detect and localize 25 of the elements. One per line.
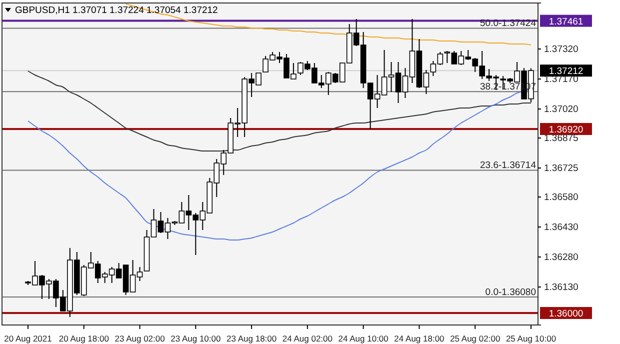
- annotation: 23.6-1.36714: [480, 160, 536, 172]
- annotation: 0.0-1.36080: [485, 287, 536, 298]
- chart-title: GBPUSD,H1 1.37071 1.37224 1.37054 1.37212: [15, 5, 218, 16]
- y-tick-label: 1.37320: [544, 44, 578, 56]
- x-tick-label: 23 Aug 02:00: [114, 333, 166, 344]
- y-tick-label: 1.36130: [544, 282, 578, 294]
- x-tick-label: 24 Aug 10:00: [338, 333, 389, 344]
- x-tick-label: 24 Aug 02:00: [282, 333, 333, 344]
- x-tick-label: 23 Aug 18:00: [226, 333, 277, 344]
- y-tick-label: 1.36430: [544, 222, 578, 234]
- x-tick-label: 25 Aug 10:00: [506, 333, 556, 344]
- y-tick-label: 1.36580: [544, 192, 578, 204]
- x-tick-label: 20 Aug 18:00: [58, 333, 110, 344]
- y-tick-label: 1.36725: [544, 163, 578, 174]
- annotation: 50.0-1.37424: [480, 18, 536, 30]
- x-tick-label: 24 Aug 18:00: [394, 333, 445, 344]
- x-tick-label: 25 Aug 02:00: [450, 333, 500, 344]
- y-tick-label: 1.36875: [544, 133, 578, 144]
- ref-line-label: 1.36920: [548, 124, 584, 136]
- y-tick-label: 1.37020: [544, 104, 578, 116]
- x-tick-label: 20 Aug 2021: [4, 333, 52, 344]
- ref-line-label: 1.36000: [548, 308, 584, 320]
- x-tick-label: 23 Aug 10:00: [170, 333, 221, 344]
- ref-line-label: 1.37461: [548, 16, 584, 28]
- y-tick-label: 1.36280: [544, 252, 578, 264]
